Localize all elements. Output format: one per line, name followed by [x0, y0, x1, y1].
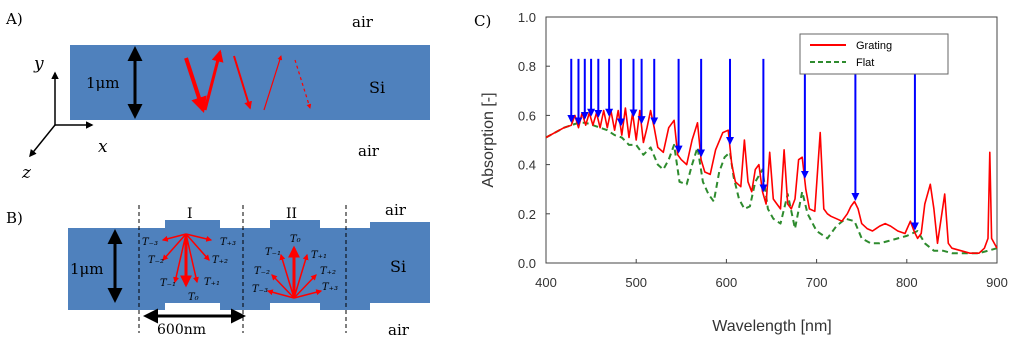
panel-b: B) air air Si 1μm I II 600nm T₋₃ T₋₂ T₋₁ [6, 201, 430, 339]
x-tick-label: 500 [625, 275, 647, 290]
y-tick-label: 0.6 [518, 108, 536, 123]
legend-label-grating: Grating [856, 40, 892, 52]
ray-reflect-2 [263, 55, 283, 111]
x-tick-label: 700 [806, 275, 828, 290]
ray-reflect-1 [203, 49, 224, 111]
si-label-b: Si [390, 257, 406, 276]
air-bottom-label-b: air [388, 321, 410, 339]
y-tick-label: 0.4 [518, 158, 536, 173]
y-axis-title: Absorption [-] [480, 92, 497, 187]
order-ii-arrow [271, 274, 295, 299]
plot-frame [545, 16, 998, 264]
panel-a-label: A) [5, 10, 23, 28]
y-tick-label: 1.0 [518, 10, 536, 25]
panel-c-label: C) [474, 12, 491, 30]
air-top-label-a: air [352, 13, 374, 31]
z-axis-arrow [29, 124, 56, 158]
order-ii-arrow [266, 289, 295, 299]
order-ii-arrow [279, 253, 295, 299]
panel-a: A) air air Si 1μm y x z [5, 10, 430, 183]
order-i-arrow [173, 233, 187, 284]
order-label: T₀ [188, 292, 199, 303]
orders-region-ii: T₀ T₋₁ T₊₁ T₋₂ T₊₂ T₋₃ T₊₃ [252, 234, 338, 295]
series-layer [545, 107, 998, 255]
order-label: T₊₃ [220, 237, 236, 248]
order-label: T₊₃ [322, 282, 338, 293]
ray-group-a [184, 49, 312, 114]
y-tick-label: 0.2 [518, 207, 536, 222]
x-tick-label: 900 [986, 275, 1008, 290]
z-axis-label: z [21, 163, 32, 183]
ray-transmit-2 [294, 59, 312, 109]
si-grating-slab-b [68, 220, 430, 310]
order-label: T₊₁ [204, 277, 220, 288]
order-label: T₊₂ [320, 266, 336, 277]
y-ticks: 0.0 0.2 0.4 0.6 0.8 1.0 [518, 10, 550, 271]
x-tick-label: 400 [535, 275, 557, 290]
order-i-arrow [185, 233, 210, 261]
ray-transmit-1 [233, 55, 252, 110]
panel-c: C) 0.0 0.2 0.4 0.6 0.8 1.0 400 500 600 700 800 900… [474, 10, 1008, 335]
order-label: T₊₁ [311, 250, 327, 261]
series-line-flat [545, 121, 998, 255]
fan-region-i [161, 233, 213, 288]
y-tick-label: 0.0 [518, 256, 536, 271]
legend: Grating Flat [799, 33, 949, 75]
order-i-arrow [162, 233, 187, 261]
ray-incident [184, 57, 207, 114]
air-bottom-label-a: air [358, 142, 380, 160]
order-i-arrow [185, 233, 199, 284]
fan-region-ii [266, 245, 323, 299]
x-ticks: 400 500 600 700 800 900 [535, 259, 1008, 290]
x-tick-label: 600 [716, 275, 738, 290]
order-ii-arrow [293, 274, 317, 299]
legend-box [799, 33, 949, 75]
order-label: T₋₂ [148, 255, 164, 266]
legend-label-flat: Flat [856, 57, 874, 69]
series-line-grating [545, 107, 998, 254]
x-axis-title: Wavelength [nm] [712, 318, 831, 335]
order-label: T₀ [290, 234, 301, 245]
region-i-label: I [187, 206, 193, 222]
x-tick-label: 800 [896, 275, 918, 290]
y-tick-label: 0.8 [518, 59, 536, 74]
period-label: 600nm [157, 322, 206, 338]
x-axis-label: x [98, 137, 108, 157]
order-ii-arrow [293, 289, 323, 299]
arrow-layer [567, 58, 919, 231]
region-ii-label: II [286, 206, 297, 222]
si-label-a: Si [369, 78, 385, 97]
order-i-arrow [185, 233, 213, 242]
order-label: T₋₂ [254, 266, 270, 277]
y-axis-label: y [33, 54, 44, 74]
order-ii-arrow [293, 253, 309, 299]
panel-b-label: B) [6, 209, 23, 227]
order-label: T₊₂ [212, 255, 228, 266]
order-label: T₋₁ [265, 247, 281, 258]
thickness-label-a: 1μm [86, 74, 120, 92]
order-label: T₋₃ [142, 237, 158, 248]
order-i-arrow [161, 233, 187, 242]
order-label: T₋₃ [252, 284, 268, 295]
coordinate-axes [29, 71, 94, 158]
orders-region-i: T₋₃ T₋₂ T₋₁ T₀ T₊₁ T₊₂ T₊₃ [142, 237, 236, 303]
thickness-label-b: 1μm [70, 260, 104, 278]
air-top-label-b: air [385, 201, 407, 219]
order-label: T₋₁ [160, 278, 176, 289]
